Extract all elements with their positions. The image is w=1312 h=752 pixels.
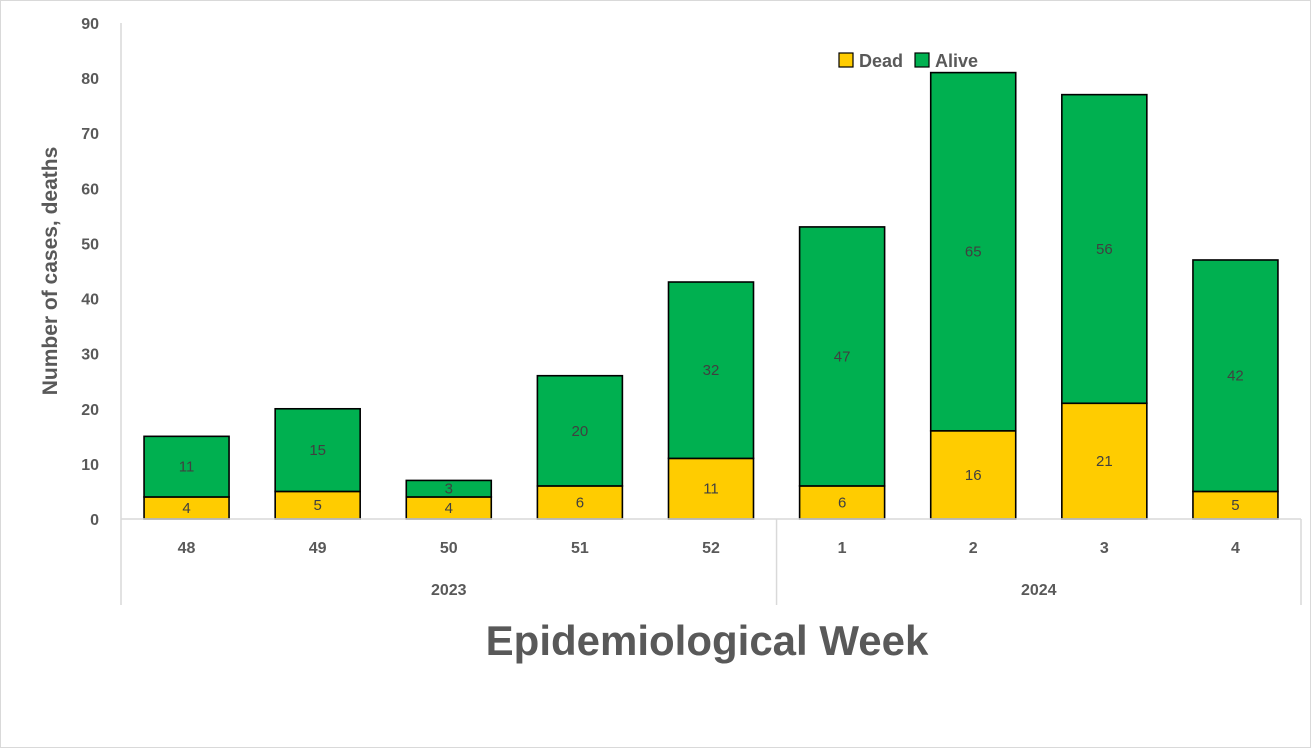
x-axis-title: Epidemiological Week xyxy=(486,617,929,664)
y-tick-label: 90 xyxy=(81,16,99,33)
bar-alive-48 xyxy=(143,435,230,498)
bar-alive-3 xyxy=(1061,93,1148,405)
data-label-alive: 32 xyxy=(703,362,720,379)
legend: Dead Alive xyxy=(838,51,978,71)
x-tick-label: 2 xyxy=(969,540,978,557)
y-tick-label: 30 xyxy=(81,347,99,364)
data-label-alive: 15 xyxy=(309,442,326,459)
legend-label-alive: Alive xyxy=(935,51,978,71)
y-tick-label: 70 xyxy=(81,126,99,143)
legend-swatch-dead xyxy=(838,52,854,68)
bar-dead-1 xyxy=(798,485,886,520)
data-label-dead: 16 xyxy=(965,467,982,484)
bar-alive-51 xyxy=(536,374,624,487)
data-label-alive: 65 xyxy=(965,244,982,261)
y-tick-label: 10 xyxy=(81,457,99,474)
y-tick-label: 50 xyxy=(81,236,99,253)
data-label-alive: 56 xyxy=(1096,241,1113,258)
y-tick-label: 40 xyxy=(81,292,99,309)
x-axis-year-groups: 2023 2024 xyxy=(431,582,1057,599)
bar-dead-52 xyxy=(667,457,755,520)
y-tick-label: 20 xyxy=(81,402,99,419)
data-label-alive: 42 xyxy=(1227,368,1244,385)
legend-swatch-alive xyxy=(914,52,930,68)
data-label-dead: 6 xyxy=(838,494,846,511)
y-tick-label: 0 xyxy=(90,512,99,529)
bar-dead-4 xyxy=(1192,490,1279,520)
bar-alive-2 xyxy=(929,71,1017,432)
data-label-dead: 6 xyxy=(576,494,584,511)
y-axis-title: Number of cases, deaths xyxy=(39,147,62,396)
bar-dead-3 xyxy=(1061,402,1148,520)
data-label-dead: 4 xyxy=(445,500,453,517)
y-axis-ticks: 0 10 20 30 40 50 60 70 80 90 xyxy=(81,16,99,529)
x-tick-label: 50 xyxy=(440,540,458,557)
bar-alive-4 xyxy=(1192,259,1279,493)
y-tick-label: 60 xyxy=(81,181,99,198)
data-label-dead: 11 xyxy=(703,481,719,498)
bar-alive-1 xyxy=(798,226,886,487)
data-label-alive: 11 xyxy=(179,459,195,476)
x-tick-label: 1 xyxy=(838,540,847,557)
bar-alive-49 xyxy=(274,407,361,493)
data-label-dead: 5 xyxy=(1231,497,1239,514)
data-label-dead: 4 xyxy=(182,500,190,517)
bar-alive-52 xyxy=(667,281,755,460)
legend-label-dead: Dead xyxy=(859,51,903,71)
x-tick-label: 48 xyxy=(178,540,196,557)
data-label-dead: 21 xyxy=(1096,453,1113,470)
bars: 4 11 5 15 4 3 6 20 11 32 6 47 16 65 21 56 5 42 xyxy=(143,71,1279,520)
data-label-alive: 20 xyxy=(572,423,589,440)
bar-alive-50 xyxy=(405,479,493,498)
x-tick-label: 51 xyxy=(571,540,589,557)
data-label-alive: 3 xyxy=(445,481,453,498)
x-group-label: 2024 xyxy=(1021,582,1057,599)
axes xyxy=(120,23,1302,605)
data-label-dead: 5 xyxy=(313,497,321,514)
y-tick-label: 80 xyxy=(81,71,99,88)
x-tick-label: 52 xyxy=(702,540,720,557)
x-tick-label: 4 xyxy=(1231,540,1240,557)
x-axis-ticks: 48 49 50 51 52 1 2 3 4 xyxy=(178,540,1240,557)
x-tick-label: 49 xyxy=(309,540,327,557)
x-group-label: 2023 xyxy=(431,582,467,599)
x-tick-label: 3 xyxy=(1100,540,1109,557)
data-label-alive: 47 xyxy=(834,348,851,365)
